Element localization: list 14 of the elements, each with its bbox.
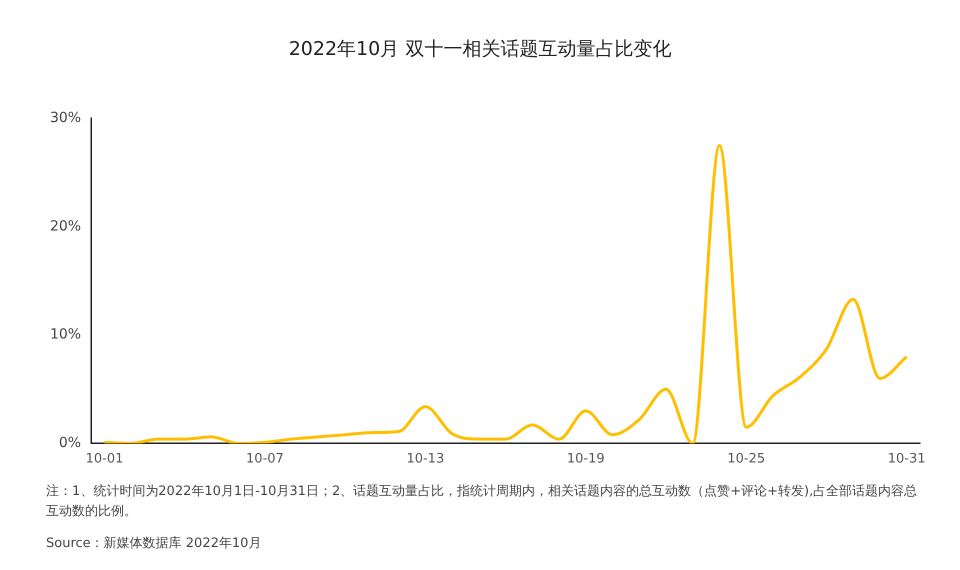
y-tick-label: 0%	[58, 435, 82, 452]
x-tick-label: 10-19	[566, 452, 605, 467]
x-tick-label: 10-13	[406, 452, 444, 467]
text: 注：1、统计时间为2022年10月1日-10月31日；2、话题互动量占比，指统计周期内，相关话题内容的总互动数（点赞+评论+转发),占全部话题内容总互动数的比例。	[46, 483, 918, 521]
x-tick-label: 10-01	[86, 452, 124, 467]
line-series	[102, 144, 908, 444]
y-tick-label: 20%	[50, 218, 82, 234]
y-tick-label: 10%	[50, 326, 82, 343]
x-tick-label: 10-07	[246, 452, 284, 467]
x-tick-label: 10-25	[727, 452, 766, 467]
x-tick-label: 10-31	[888, 452, 926, 467]
y-tick-label: 30%	[50, 110, 82, 126]
chart-title: 2022年10月 双十一相关话题互动量占比变化	[288, 37, 672, 62]
source-note: Source：新媒体数据库 2022年10月	[46, 535, 262, 553]
